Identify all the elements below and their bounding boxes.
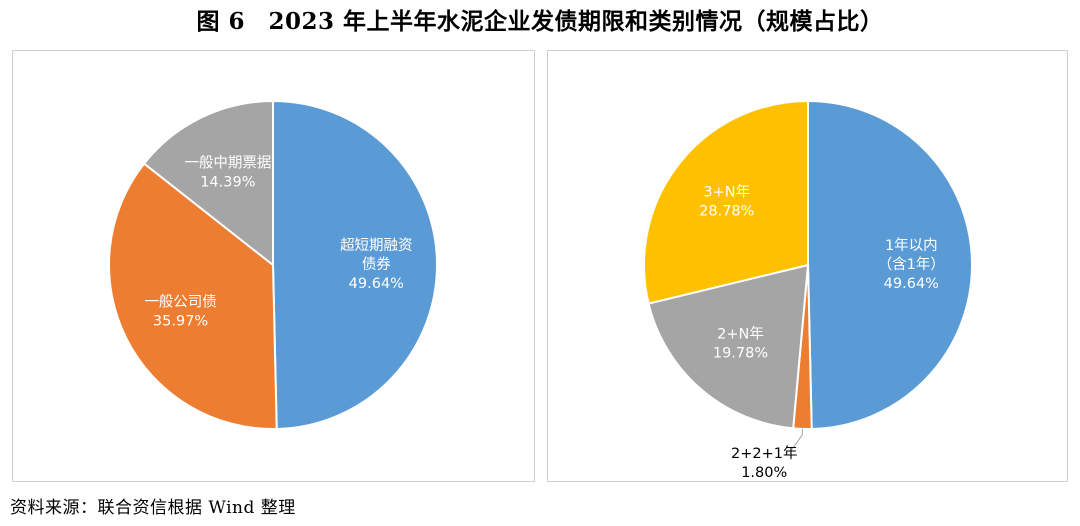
data-label-category: 一般中期票据 <box>184 155 271 172</box>
data-label-value: 1.80% <box>741 465 787 481</box>
data-label-category: 一般公司债 <box>144 294 217 311</box>
data-label-category: 债券 <box>362 256 391 273</box>
data-label-value: 49.64% <box>349 276 404 292</box>
pie-slice <box>647 263 810 430</box>
data-label-category: 2+2+1年 <box>731 445 797 462</box>
data-label-category: 3+N年 <box>703 184 750 201</box>
data-label-value: 14.39% <box>200 175 255 191</box>
pie-slice <box>643 99 809 305</box>
pie-slice <box>142 99 274 268</box>
data-label-value: 28.78% <box>699 204 754 220</box>
figure-title: 图 6 2023 年上半年水泥企业发债期限和类别情况（规模占比） <box>196 8 884 35</box>
data-label-value: 19.78% <box>713 346 768 362</box>
data-label-value: 35.97% <box>153 314 208 330</box>
data-label-category: 超短期融资 <box>340 237 413 254</box>
source-note: 资料来源：联合资信根据 Wind 整理 <box>10 498 296 518</box>
pie-chart-svg: 1年以内 （含1年） 49.64% 2+2+1年 1.80% 2+N年 19.78% 3+N年… <box>643 99 973 481</box>
data-label-value: 49.64% <box>884 276 939 292</box>
pie-slice <box>807 99 973 430</box>
leader-line <box>791 428 803 450</box>
pie-slice <box>272 99 438 430</box>
pie-chart-bond-types: 超短期融资债券 49.64% 一般公司债 35.97% 一般中期票据 14.39% <box>12 50 535 482</box>
pie-chart-bond-terms: 1年以内 （含1年） 49.64% 2+2+1年 1.80% 2+N年 19.78% 3+N年… <box>547 50 1068 482</box>
pie-slice <box>108 162 278 430</box>
data-label-category: 2+N年 <box>717 326 764 343</box>
data-label-category: 1年以内 <box>885 237 938 254</box>
data-label-category: （含1年） <box>878 256 945 273</box>
